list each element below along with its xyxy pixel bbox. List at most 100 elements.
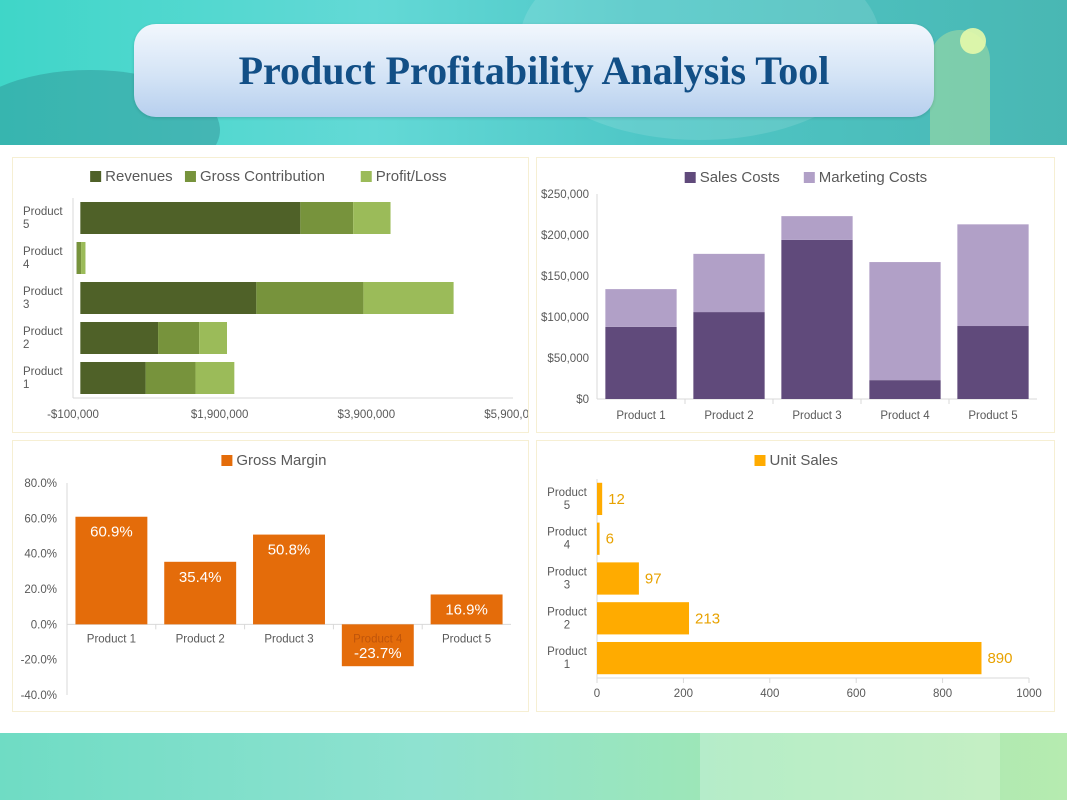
cost-y-tick-1: $0 [576,394,589,406]
revenue-bar-2-1 [145,362,196,394]
cost-bar-2-1 [605,289,677,327]
cost-bar-2-4 [869,262,941,381]
cost-legend-swatch-2 [803,172,815,183]
cost-category-label-1: Product 1 [616,410,665,422]
cost-bar-1-3 [781,239,853,399]
margin-y-tick-2: -20.0% [21,655,57,667]
cost-y-tick-2: $50,000 [547,353,589,365]
revenue-category-label-3: Product [23,286,63,298]
margin-category-label-2: Product 2 [176,633,225,645]
units-category-label-4: Product [547,527,587,539]
margin-category-label-3: Product 3 [264,633,313,645]
revenue-legend-label-2: Gross Contribution [200,168,325,185]
cost-y-tick-5: $200,000 [541,230,589,242]
margin-bar-5 [430,594,503,625]
revenue-bar-3-5 [353,202,391,234]
cost-category-label-4: Product 4 [880,410,930,422]
cost-y-tick-3: $100,000 [541,312,589,324]
revenue-category-label-1: 1 [23,379,29,391]
margin-y-tick-7: 80.0% [24,478,57,490]
units-legend-swatch-1 [754,455,766,466]
margin-y-tick-3: 0.0% [31,619,57,631]
units-x-tick-4: 600 [847,688,866,700]
revenue-bar-2-5 [300,202,354,234]
units-chart-panel: Unit Sales Product 1 890 Product 2 213 Product 3… [536,440,1055,712]
units-category-label-3: 3 [564,580,570,592]
units-data-label-4: 6 [606,531,614,548]
revenue-category-label-4: 4 [23,259,30,271]
revenue-bar-3-1 [195,362,235,394]
revenue-x-tick-4: $5,900,000 [484,409,528,421]
revenue-legend-swatch-1 [90,171,102,182]
revenue-chart: Revenues Gross Contribution Profit/Loss Pro… [23,168,528,421]
margin-chart: Gross Margin -40.0% -20.0% 0.0% 20.0% 40.0% 60… [21,452,511,702]
margin-data-label-3: 50.8% [268,542,311,559]
cost-category-label-3: Product 3 [792,410,841,422]
margin-y-tick-1: -40.0% [21,690,57,702]
units-bar-1 [597,641,982,675]
cost-y-tick-4: $150,000 [541,271,589,283]
units-data-label-5: 12 [608,491,625,508]
units-category-label-1: 1 [564,659,570,671]
revenue-bar-1-3 [80,282,257,314]
units-x-tick-2: 200 [674,688,693,700]
units-category-label-5: Product [547,487,587,499]
units-category-label-2: Product [547,606,587,618]
title-banner: Product Profitability Analysis Tool [134,24,934,117]
units-bar-3 [597,562,639,595]
margin-chart-panel: Gross Margin -40.0% -20.0% 0.0% 20.0% 40.0% 60… [12,440,529,712]
margin-legend-label-1: Gross Margin [236,452,326,469]
revenue-legend-label-3: Profit/Loss [376,168,447,185]
margin-y-tick-4: 20.0% [24,584,57,596]
page-title: Product Profitability Analysis Tool [238,48,830,93]
revenue-bar-1-5 [80,202,301,234]
units-category-label-2: 2 [564,619,570,631]
revenue-category-label-3: 3 [23,299,29,311]
cost-legend-label-1: Sales Costs [700,169,780,186]
revenue-category-label-5: 5 [23,219,29,231]
units-x-tick-6: 1000 [1016,688,1042,700]
margin-bar-2 [164,561,237,625]
revenue-bar-2-4 [76,242,82,274]
units-data-label-1: 890 [987,650,1012,667]
units-bar-4 [597,522,600,555]
cost-bar-2-5 [957,224,1029,327]
units-bar-5 [597,482,603,516]
units-category-label-5: 5 [564,500,570,512]
margin-data-label-2: 35.4% [179,569,222,586]
margin-category-label-4: Product 4 [353,633,403,645]
margin-data-label-4: -23.7% [354,645,402,662]
revenue-bar-1-1 [80,362,146,394]
revenue-x-tick-2: $1,900,000 [191,409,249,421]
units-data-label-2: 213 [695,610,720,627]
revenue-legend-label-1: Revenues [105,168,173,185]
margin-y-tick-6: 60.0% [24,513,57,525]
margin-bar-3 [253,534,325,625]
cost-bar-1-5 [957,326,1029,399]
margin-data-label-5: 16.9% [445,601,488,618]
revenue-x-tick-1: -$100,000 [47,409,99,421]
units-category-label-3: Product [547,567,587,579]
cost-chart: Sales Costs Marketing Costs $0 $50,000 $100,… [541,169,1037,422]
units-x-tick-1: 0 [594,688,600,700]
margin-legend-swatch-1 [221,455,233,466]
revenue-category-label-2: 2 [23,339,29,351]
margin-category-label-5: Product 5 [442,633,491,645]
units-x-tick-3: 400 [760,688,779,700]
revenue-category-label-2: Product [23,326,63,338]
cost-category-label-2: Product 2 [704,410,753,422]
cost-category-label-5: Product 5 [968,410,1017,422]
revenue-legend-swatch-3 [360,171,372,182]
revenue-bar-2-2 [158,322,200,354]
revenue-chart-panel: Revenues Gross Contribution Profit/Loss Pro… [12,157,529,433]
footer-background [0,733,1067,800]
units-bar-2 [597,602,690,635]
revenue-category-label-4: Product [23,246,63,258]
margin-y-tick-5: 40.0% [24,549,57,561]
revenue-bar-3-2 [199,322,227,354]
margin-bar-1 [75,516,148,625]
cost-y-tick-6: $250,000 [541,189,589,201]
cost-chart-panel: Sales Costs Marketing Costs $0 $50,000 $100,… [536,157,1055,433]
cost-bar-1-4 [869,380,941,399]
